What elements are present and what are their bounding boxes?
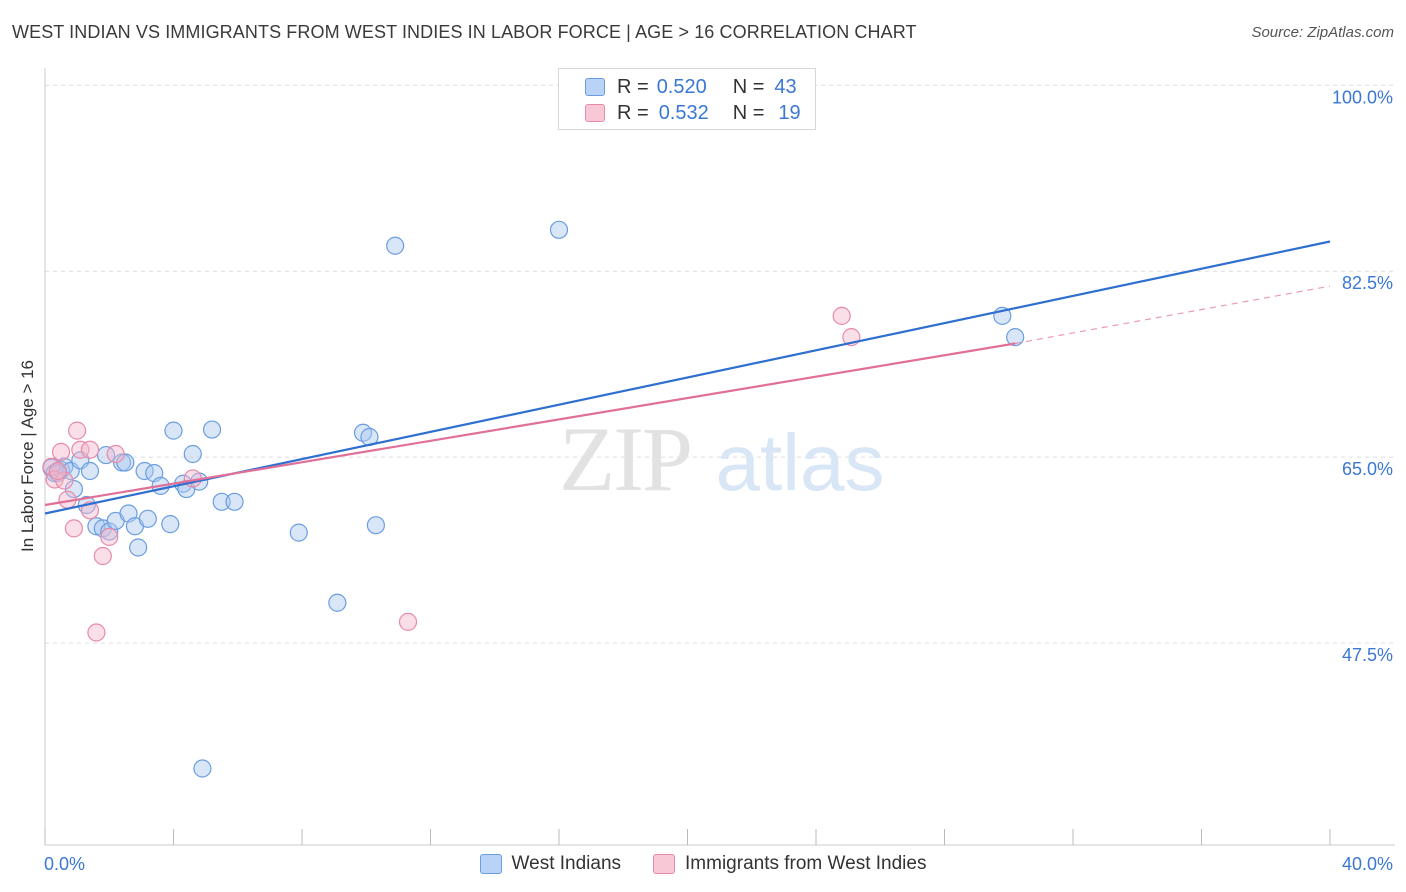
data-point bbox=[93, 546, 112, 566]
data-point bbox=[71, 440, 90, 459]
data-point bbox=[55, 471, 74, 490]
tick-labels: 47.5% 65.0% 82.5% 100.0% 0.0% 40.0% bbox=[44, 87, 1393, 874]
data-point bbox=[129, 538, 148, 557]
data-point bbox=[64, 519, 84, 538]
pink-swatch bbox=[585, 104, 605, 122]
x-tick-label: 0.0% bbox=[44, 854, 85, 874]
data-point bbox=[225, 492, 244, 511]
data-point bbox=[80, 461, 100, 481]
trendline bbox=[1015, 285, 1331, 345]
data-point bbox=[80, 440, 100, 459]
data-point bbox=[100, 527, 119, 546]
data-point bbox=[328, 593, 347, 612]
series-immigrants-from-west-indies bbox=[42, 306, 861, 642]
r-label: R = bbox=[617, 101, 649, 124]
x-tick-label: 40.0% bbox=[1342, 854, 1393, 874]
series-legend: West Indians Immigrants from West Indies bbox=[0, 850, 1406, 878]
grid bbox=[45, 84, 1395, 644]
data-point bbox=[212, 492, 231, 511]
watermark: ZIP atlas bbox=[559, 408, 884, 510]
data-point bbox=[106, 444, 125, 464]
data-point bbox=[51, 442, 71, 461]
trendlines bbox=[44, 240, 1331, 515]
chart-title: WEST INDIAN VS IMMIGRANTS FROM WEST INDI… bbox=[12, 22, 917, 42]
blue-swatch bbox=[479, 854, 502, 874]
n-value: 43 bbox=[774, 75, 797, 98]
watermark-zip: ZIP bbox=[559, 408, 691, 510]
data-point bbox=[48, 461, 67, 481]
r-label: R = bbox=[617, 75, 649, 98]
y-tick-label: 82.5% bbox=[1342, 273, 1393, 293]
correlation-legend: R = 0.520 N = 43 R = 0.532 N = 19 bbox=[558, 68, 816, 130]
trendline bbox=[44, 342, 1016, 507]
y-axis-label: In Labor Force | Age > 16 bbox=[18, 359, 37, 553]
data-point bbox=[1006, 328, 1025, 347]
legend-label: West Indians bbox=[511, 853, 622, 874]
data-point bbox=[161, 515, 180, 534]
y-tick-label: 100.0% bbox=[1332, 87, 1393, 107]
data-point bbox=[549, 220, 569, 239]
data-point bbox=[289, 523, 308, 542]
source-label: Source: ZipAtlas.com bbox=[1251, 24, 1394, 41]
n-value: 19 bbox=[778, 101, 801, 124]
data-point bbox=[183, 444, 202, 464]
data-point bbox=[87, 623, 106, 642]
data-point bbox=[398, 612, 418, 631]
legend-item-immigrants-from-west-indies[interactable]: Immigrants from West Indies bbox=[653, 853, 926, 875]
n-label: N = bbox=[732, 101, 765, 124]
data-point bbox=[832, 306, 851, 325]
data-point bbox=[193, 759, 212, 778]
data-point bbox=[96, 445, 116, 465]
r-value: 0.532 bbox=[658, 101, 709, 124]
axes bbox=[44, 68, 1395, 846]
data-point bbox=[80, 501, 100, 520]
trendline bbox=[44, 240, 1331, 515]
data-point bbox=[100, 522, 119, 541]
legend-row-immigrants: R = 0.532 N = 19 bbox=[585, 101, 801, 125]
blue-swatch bbox=[585, 78, 605, 96]
legend-item-west-indians[interactable]: West Indians bbox=[479, 853, 622, 875]
pink-swatch bbox=[653, 854, 676, 874]
y-tick-label: 65.0% bbox=[1342, 459, 1393, 479]
y-tick-label: 47.5% bbox=[1342, 645, 1393, 665]
r-value: 0.520 bbox=[656, 75, 707, 98]
data-point bbox=[138, 509, 157, 528]
legend-label: Immigrants from West Indies bbox=[685, 853, 927, 874]
data-point bbox=[386, 236, 405, 255]
data-point bbox=[164, 421, 183, 440]
watermark-atlas: atlas bbox=[716, 418, 885, 507]
data-point bbox=[202, 420, 222, 439]
data-point bbox=[366, 516, 385, 535]
n-label: N = bbox=[732, 75, 765, 98]
legend-row-west-indians: R = 0.520 N = 43 bbox=[585, 75, 797, 99]
data-point bbox=[68, 421, 87, 440]
